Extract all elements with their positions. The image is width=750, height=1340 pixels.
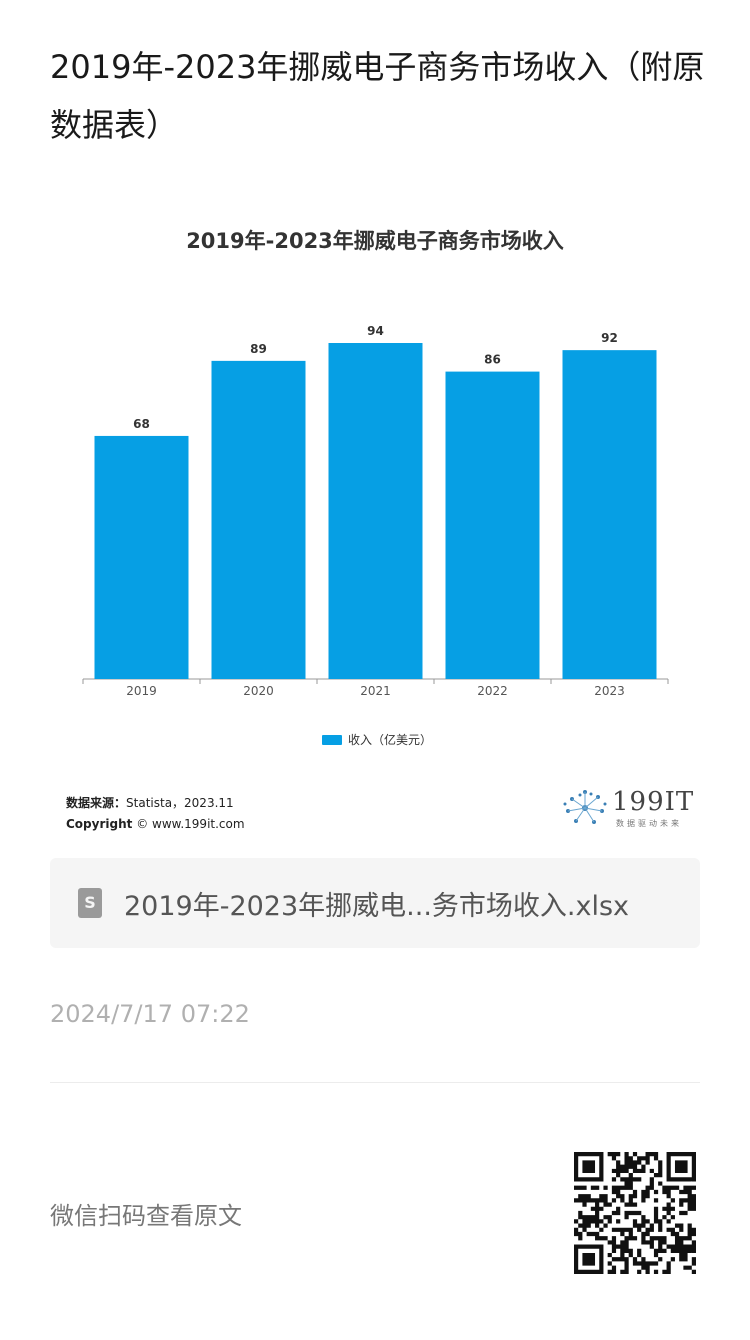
divider — [50, 1082, 700, 1083]
copyright-text: © www.199it.com — [132, 817, 245, 831]
data-label-2022: 86 — [484, 353, 501, 367]
attachment-card[interactable]: 2019年-2023年挪威电...务市场收入.xlsx — [50, 858, 700, 948]
data-label-2021: 94 — [367, 324, 384, 338]
qr-code-icon[interactable] — [574, 1152, 696, 1274]
x-tick-label-2022: 2022 — [477, 684, 508, 698]
legend-label: 收入（亿美元） — [348, 733, 433, 747]
data-source: 数据来源：Statista，2023.11 Copyright © www.19… — [66, 793, 245, 835]
attachment-file-name: 2019年-2023年挪威电...务市场收入.xlsx — [124, 890, 630, 922]
bar-chart: 68 2019 89 2020 94 2021 86 2022 92 2023 — [82, 324, 669, 698]
brand-logo: 199IT 数据驱动未来 — [560, 785, 700, 835]
legend-swatch — [322, 734, 342, 745]
bar-2020 — [211, 360, 306, 679]
chart-title: 2019年-2023年挪威电子商务市场收入 — [186, 229, 564, 253]
logo-text: 199IT — [612, 787, 695, 817]
x-tick-label-2023: 2023 — [594, 684, 625, 698]
page-title: 2019年-2023年挪威电子商务市场收入（附原数据表） — [50, 48, 705, 144]
x-tick-label-2021: 2021 — [360, 684, 391, 698]
logo-tagline: 数据驱动未来 — [616, 819, 682, 828]
bar-2021 — [328, 343, 423, 679]
source-label: 数据来源： — [66, 796, 127, 810]
chart-card: 2019年-2023年挪威电子商务市场收入 68 2019 89 2020 94 2021… — [50, 195, 700, 845]
bar-2019 — [94, 435, 189, 679]
data-label-2020: 89 — [250, 342, 267, 356]
copyright-label: Copyright — [66, 817, 133, 831]
source-text: Statista，2023.11 — [126, 796, 234, 810]
data-label-2023: 92 — [601, 331, 618, 345]
bar-2022 — [445, 371, 540, 679]
bar-2023 — [562, 350, 657, 679]
spreadsheet-file-icon — [78, 888, 102, 918]
post-timestamp: 2024/7/17 07:22 — [50, 1000, 250, 1028]
chart-legend: 收入（亿美元） — [322, 731, 432, 748]
scan-prompt: 微信扫码查看原文 — [50, 1202, 242, 1230]
data-label-2019: 68 — [133, 417, 150, 431]
x-tick-label-2019: 2019 — [126, 684, 157, 698]
dandelion-logo-icon — [563, 790, 607, 824]
x-tick-label-2020: 2020 — [243, 684, 274, 698]
